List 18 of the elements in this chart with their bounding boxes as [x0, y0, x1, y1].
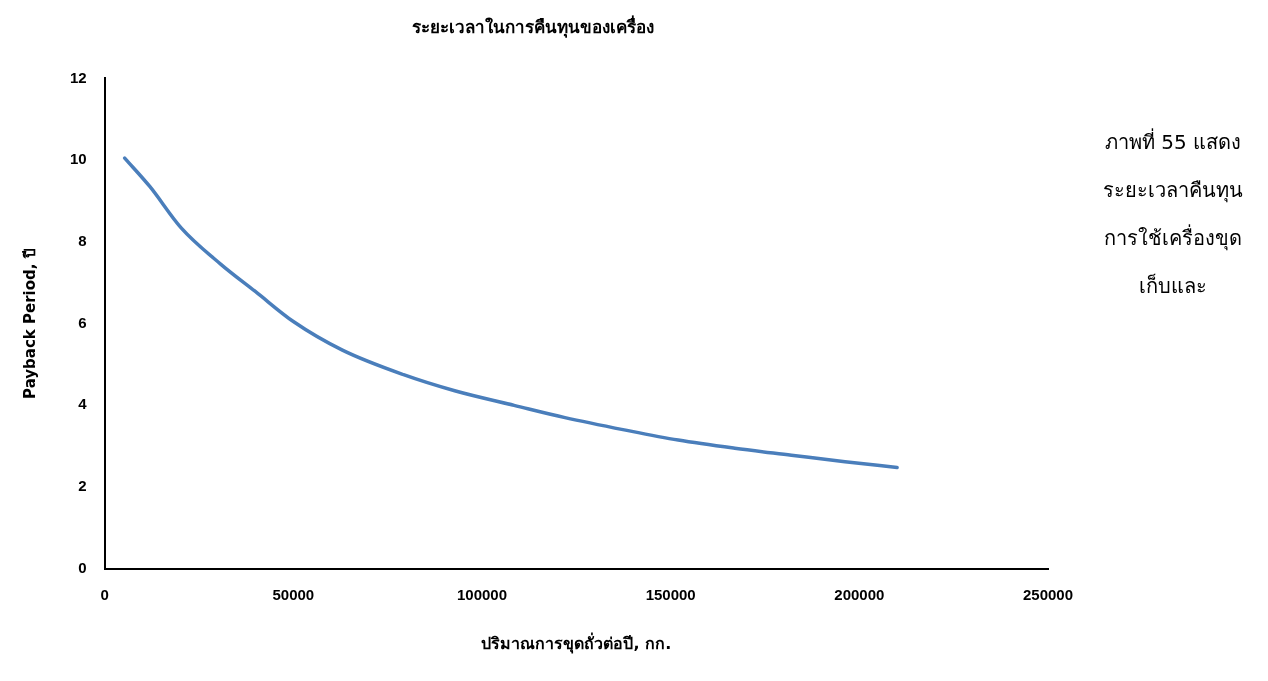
x-tick-label: 150000	[645, 585, 696, 603]
x-tick-label: 200000	[834, 585, 885, 603]
x-axis-title: ปริมาณการขุดถั่วต่อปี, กก.	[481, 631, 672, 654]
x-tick-label: 100000	[456, 585, 508, 603]
y-tick-label: 4	[78, 395, 88, 413]
y-tick-label: 6	[78, 313, 87, 331]
y-tick-label: 0	[78, 558, 87, 576]
text: ภาพที่ 55 แสดงระยะเวลาคืนทุนการใช้เครื่องขุดเก็บและ	[1103, 130, 1243, 298]
x-tick-label: 50000	[272, 585, 315, 603]
y-tick-label: 10	[70, 150, 87, 168]
y-tick-label: 8	[78, 232, 87, 250]
x-tick-label: 0	[100, 585, 109, 603]
y-tick-label: 12	[70, 68, 87, 86]
y-tick-label: 2	[78, 477, 87, 495]
x-tick-label: 250000	[1022, 585, 1074, 603]
y-axis-title: Payback Period, ปี	[20, 248, 39, 399]
chart-title: ระยะเวลาในการคืนทุนของเครื่อง	[412, 14, 654, 38]
line-series	[122, 156, 899, 470]
